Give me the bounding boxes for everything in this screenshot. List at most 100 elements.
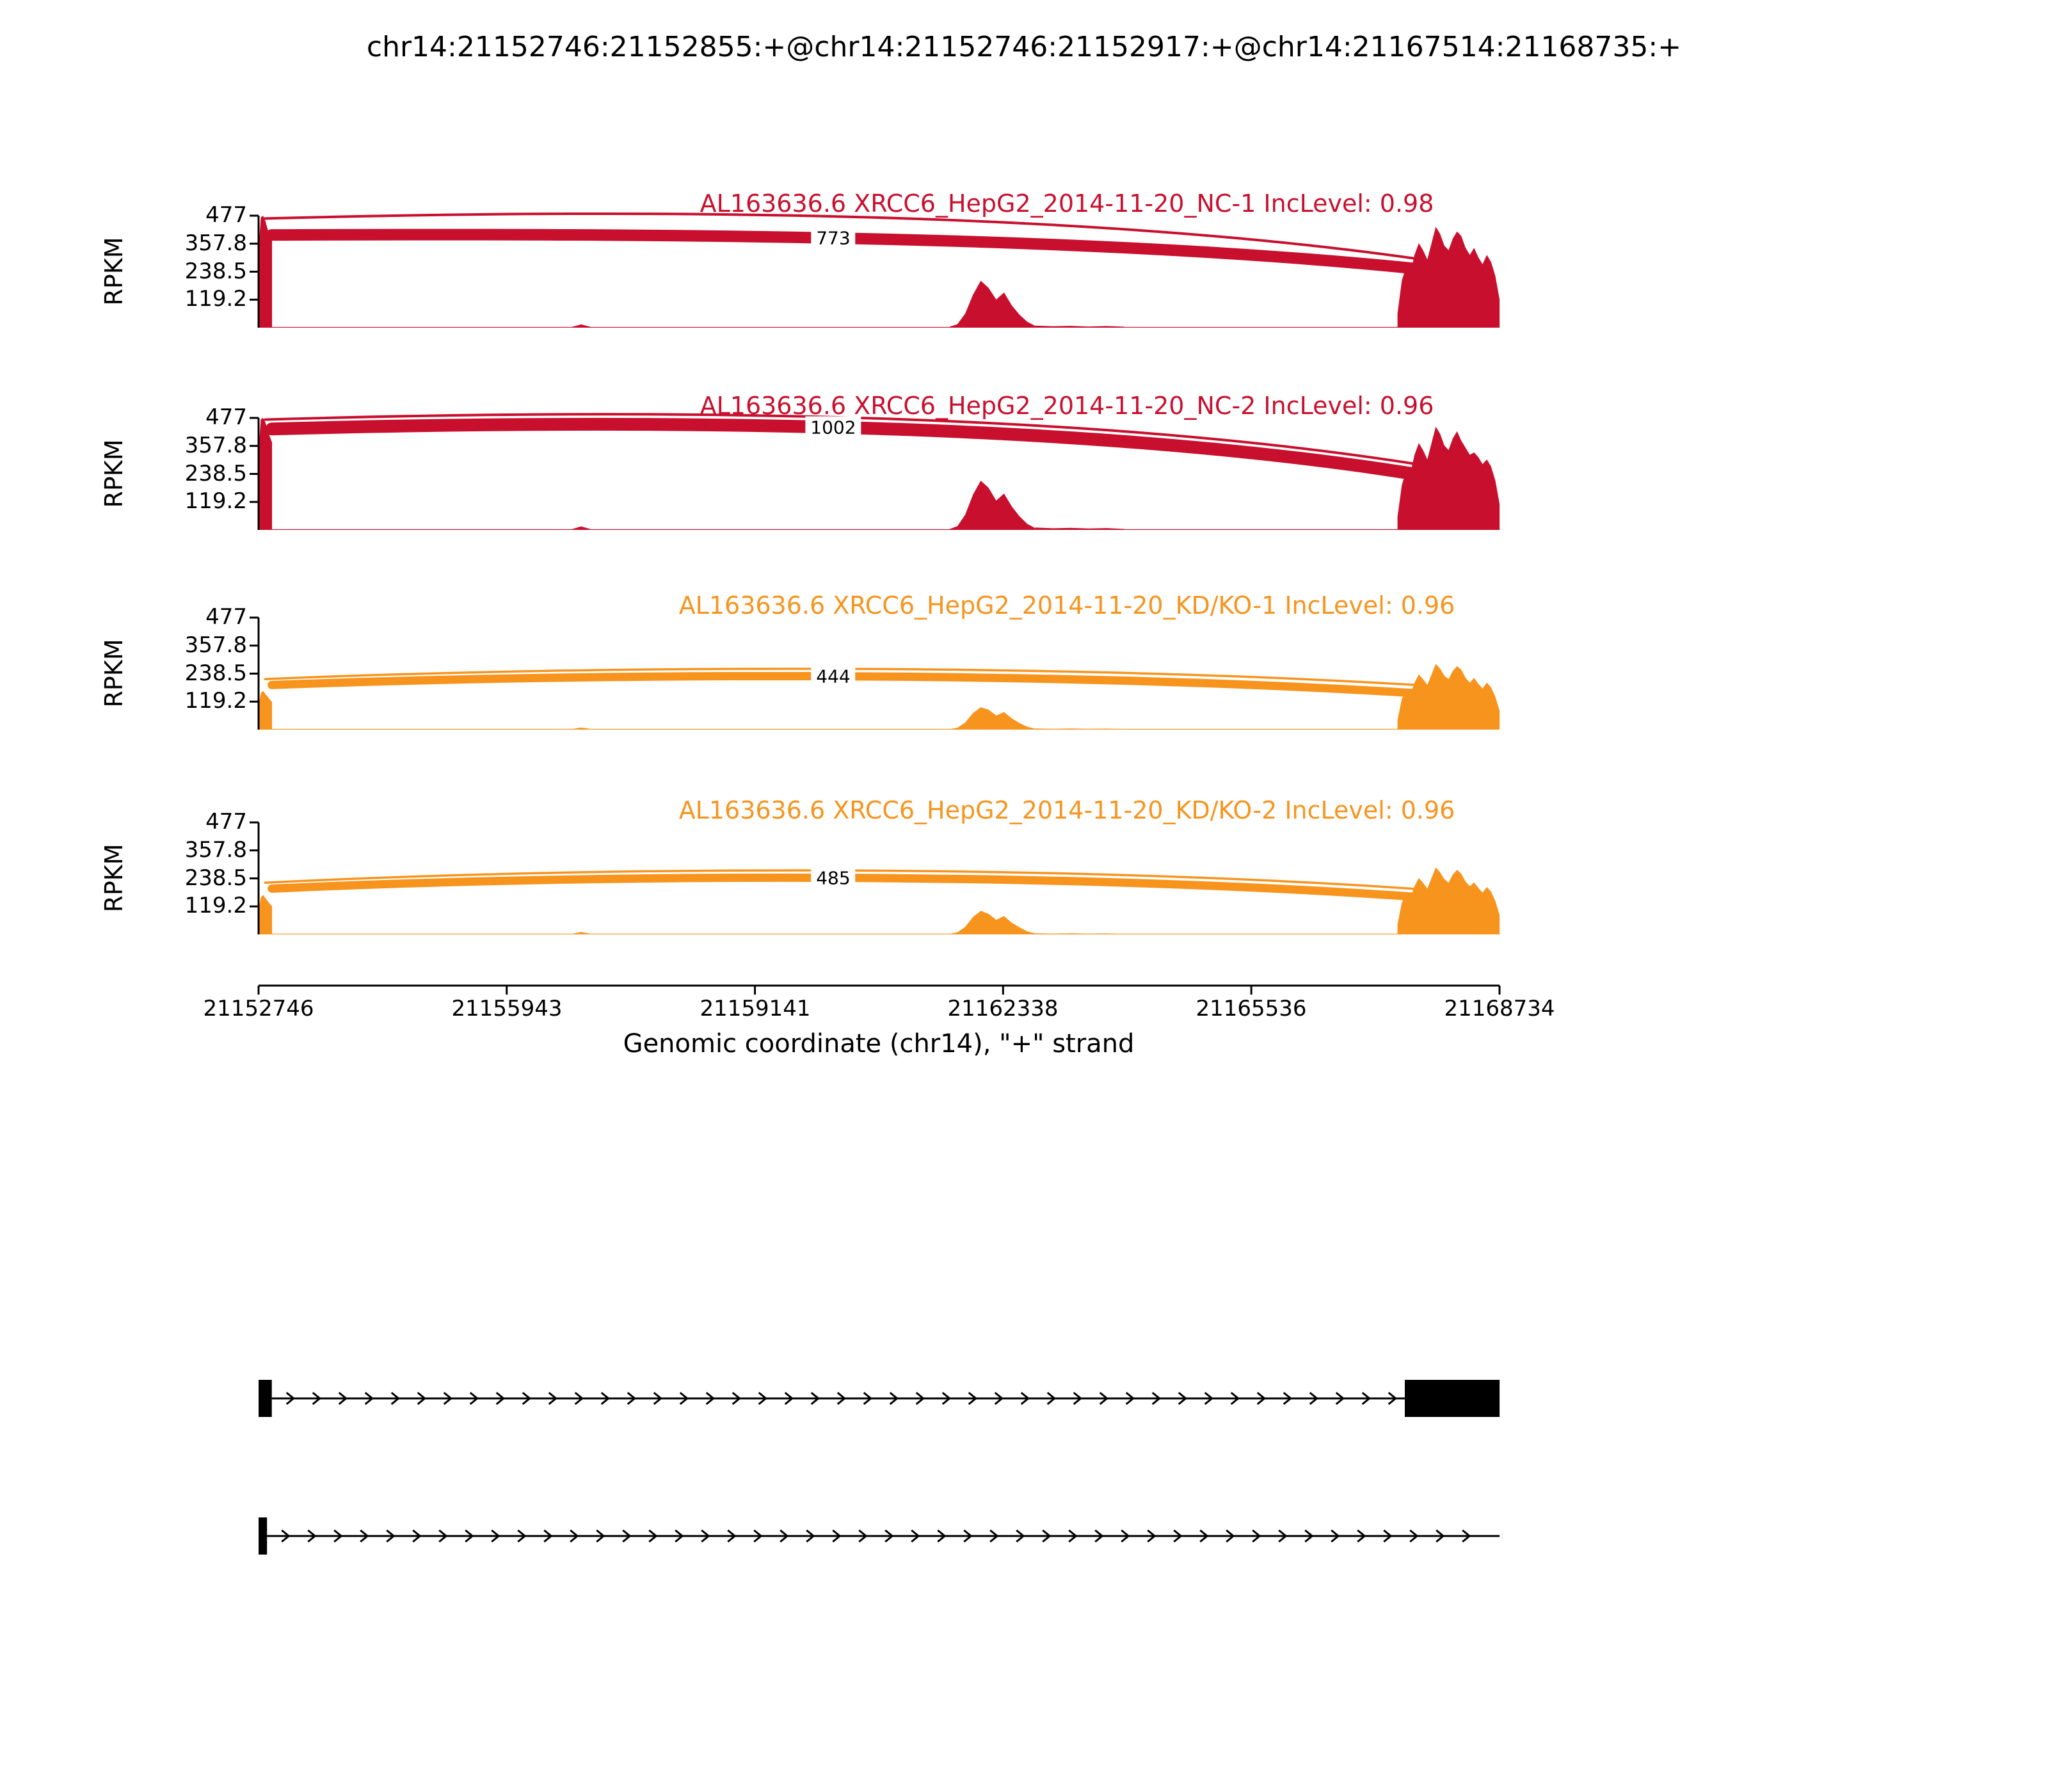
- intron-direction-arrow: [600, 1391, 611, 1405]
- intron-direction-arrow: [1309, 1391, 1319, 1405]
- coverage-fill: [949, 911, 1036, 934]
- intron-direction-arrow: [622, 1529, 632, 1543]
- y-tick-label: 357.8: [184, 836, 247, 863]
- coverage-fill: [572, 526, 591, 530]
- intron-direction-arrow: [1151, 1391, 1162, 1405]
- intron-direction-arrow: [1020, 1391, 1030, 1405]
- intron-direction-arrow: [390, 1391, 401, 1405]
- intron-direction-arrow: [1409, 1529, 1419, 1543]
- coverage-fill: [572, 932, 591, 934]
- intron-direction-arrow: [281, 1529, 291, 1543]
- x-tick-label: 21168734: [1444, 996, 1555, 1021]
- coverage-fill: [572, 727, 591, 730]
- intron-direction-arrow: [810, 1391, 820, 1405]
- y-tick-label: 119.2: [184, 286, 247, 312]
- y-axis-label: RPKM: [100, 439, 128, 508]
- intron-direction-arrow: [784, 1391, 794, 1405]
- y-axis-label: RPKM: [100, 844, 128, 913]
- junction-count-label: 1002: [805, 416, 861, 439]
- transcript-exon: [1405, 1380, 1500, 1417]
- x-tick-label: 21165536: [1196, 996, 1307, 1021]
- coverage-fill: [1397, 867, 1500, 934]
- intron-direction-arrow: [1204, 1391, 1214, 1405]
- intron-direction-arrow: [360, 1529, 369, 1543]
- junction-count-label: 485: [811, 867, 856, 890]
- intron-direction-arrow: [889, 1391, 899, 1405]
- coverage-fill: [1035, 933, 1124, 934]
- intron-direction-arrow: [1068, 1529, 1078, 1543]
- intron-direction-arrow: [285, 1391, 296, 1405]
- intron-direction-arrow: [753, 1529, 763, 1543]
- y-tick-label: 119.2: [184, 488, 247, 515]
- x-tick-label: 21152746: [203, 996, 314, 1021]
- y-tick-label: 238.5: [184, 460, 247, 486]
- intron-direction-arrow: [1121, 1529, 1130, 1543]
- intron-direction-arrow: [836, 1391, 847, 1405]
- coverage-fill: [1035, 325, 1124, 328]
- transcript-exon: [259, 1517, 268, 1555]
- intron-direction-arrow: [1073, 1391, 1083, 1405]
- y-axis-label: RPKM: [100, 237, 128, 306]
- coverage-fill: [259, 691, 273, 730]
- intron-direction-arrow: [469, 1391, 479, 1405]
- x-axis-label: Genomic coordinate (chr14), "+" strand: [623, 1029, 1135, 1059]
- intron-direction-arrow: [1436, 1529, 1445, 1543]
- y-tick-label: 357.8: [184, 432, 247, 458]
- y-tick-label: 357.8: [184, 632, 247, 658]
- intron-direction-arrow: [1462, 1529, 1471, 1543]
- y-tick-label: 238.5: [184, 660, 247, 686]
- junction-count-label: 444: [811, 665, 856, 688]
- x-tick-label: 21162338: [947, 996, 1059, 1021]
- coverage-fill: [949, 481, 1036, 530]
- intron-direction-arrow: [307, 1529, 317, 1543]
- intron-direction-arrow: [438, 1529, 448, 1543]
- coverage-fill: [259, 529, 1500, 530]
- transcript-exon: [259, 1380, 272, 1417]
- intron-direction-arrow: [884, 1529, 894, 1543]
- intron-direction-arrow: [627, 1391, 637, 1405]
- coverage-fill: [1397, 227, 1500, 328]
- y-axis-label: RPKM: [100, 639, 128, 708]
- intron-direction-arrow: [727, 1529, 737, 1543]
- junction-arc-secondary: [264, 212, 1440, 264]
- intron-direction-arrow: [1147, 1529, 1156, 1543]
- intron-direction-arrow: [338, 1391, 348, 1405]
- intron-direction-arrow: [701, 1529, 710, 1543]
- intron-direction-arrow: [994, 1391, 1004, 1405]
- intron-direction-arrow: [364, 1391, 374, 1405]
- y-tick-label: 477: [205, 202, 247, 228]
- intron-direction-arrow: [333, 1529, 343, 1543]
- coverage-fill: [259, 326, 1500, 328]
- coverage-fill: [1397, 426, 1500, 530]
- intron-direction-arrow: [1283, 1391, 1293, 1405]
- coverage-fill: [949, 707, 1036, 730]
- coverage-fill: [259, 216, 273, 328]
- intron-direction-arrow: [522, 1391, 532, 1405]
- intron-direction-arrow: [732, 1391, 742, 1405]
- intron-direction-arrow: [596, 1529, 605, 1543]
- intron-direction-arrow: [1226, 1529, 1235, 1543]
- coverage-fill: [259, 418, 273, 530]
- intron-direction-arrow: [679, 1391, 689, 1405]
- intron-direction-arrow: [758, 1391, 768, 1405]
- intron-direction-arrow: [574, 1391, 584, 1405]
- intron-direction-arrow: [1388, 1391, 1398, 1405]
- coverage-fill: [1035, 527, 1124, 530]
- intron-direction-arrow: [675, 1529, 684, 1543]
- intron-direction-arrow: [705, 1391, 716, 1405]
- intron-direction-arrow: [941, 1391, 952, 1405]
- intron-direction-arrow: [863, 1391, 873, 1405]
- intron-direction-arrow: [1230, 1391, 1240, 1405]
- intron-direction-arrow: [963, 1529, 973, 1543]
- track-title-nc-1: AL163636.6 XRCC6_HepG2_2014-11-20_NC-1 I…: [700, 189, 1434, 218]
- x-tick-label: 21155943: [451, 996, 563, 1021]
- y-tick-label: 477: [205, 809, 247, 835]
- y-tick-label: 238.5: [184, 258, 247, 284]
- intron-direction-arrow: [858, 1529, 868, 1543]
- intron-direction-arrow: [806, 1529, 815, 1543]
- intron-direction-arrow: [989, 1529, 999, 1543]
- y-tick-label: 238.5: [184, 865, 247, 891]
- intron-direction-arrow: [780, 1529, 789, 1543]
- intron-direction-arrow: [1173, 1529, 1183, 1543]
